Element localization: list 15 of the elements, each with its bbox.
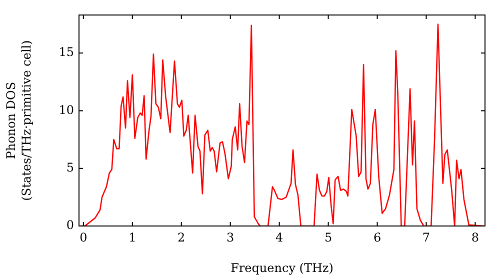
x-tick-label: 0 xyxy=(80,230,88,244)
x-tick-label: 4 xyxy=(275,230,284,244)
y-tick-label: 10 xyxy=(58,102,74,117)
x-axis-title: Frequency (THz) xyxy=(230,260,334,275)
x-tick-label: 8 xyxy=(471,230,480,244)
y-tick-label: 0 xyxy=(66,218,74,232)
y-tick-label: 5 xyxy=(66,160,74,174)
x-tick-label: 6 xyxy=(373,230,382,244)
x-tick-label: 5 xyxy=(324,230,332,244)
x-tick-label: 7 xyxy=(422,230,430,244)
x-tick-label: 1 xyxy=(128,230,136,244)
y-tick-label: 15 xyxy=(58,45,74,60)
x-tick-label: 2 xyxy=(178,230,186,244)
y-axis-title: Phonon DOS (States/THz·primitive cell) xyxy=(4,40,34,201)
x-tick-label: 3 xyxy=(226,230,234,244)
